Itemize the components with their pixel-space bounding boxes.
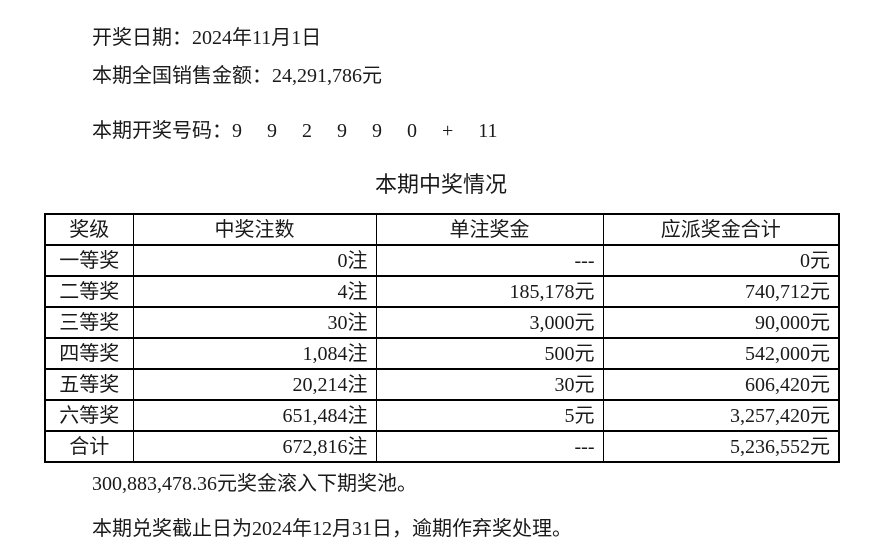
single-prize-cell: 5元 [375, 399, 604, 432]
total-prize-cell: 90,000元 [602, 306, 840, 339]
prize-level-cell: 五等奖 [44, 368, 134, 401]
single-prize-cell: 185,178元 [375, 275, 604, 308]
total-prize-cell: 0元 [602, 244, 840, 277]
winner-count-cell: 0注 [132, 244, 377, 277]
total-prize-cell: 5,236,552元 [602, 430, 840, 463]
single-prize-cell: 500元 [375, 337, 604, 370]
winner-count-cell: 1,084注 [132, 337, 377, 370]
prize-level-cell: 六等奖 [44, 399, 134, 432]
winner-count-cell: 672,816注 [132, 430, 377, 463]
total-prize-cell: 606,420元 [602, 368, 840, 401]
rollover-text: 300,883,478.36元奖金滚入下期奖池。 [92, 473, 417, 495]
column-header-count: 中奖注数 [132, 213, 377, 246]
single-prize-cell: 3,000元 [375, 306, 604, 339]
prize-level-cell: 合计 [44, 430, 134, 463]
winner-count-cell: 651,484注 [132, 399, 377, 432]
single-prize-cell: --- [375, 430, 604, 463]
single-prize-cell: 30元 [375, 368, 604, 401]
prize-level-cell: 四等奖 [44, 337, 134, 370]
sales-amount-text: 本期全国销售金额：24,291,786元 [92, 65, 382, 87]
table-row: 三等奖 30注 3,000元 90,000元 [44, 306, 840, 339]
table-row: 一等奖 0注 --- 0元 [44, 244, 840, 277]
table-row: 二等奖 4注 185,178元 740,712元 [44, 275, 840, 308]
table-row: 六等奖 651,484注 5元 3,257,420元 [44, 399, 840, 432]
table-header-row: 奖级 中奖注数 单注奖金 应派奖金合计 [44, 213, 840, 246]
total-prize-cell: 542,000元 [602, 337, 840, 370]
winner-count-cell: 4注 [132, 275, 377, 308]
column-header-single: 单注奖金 [375, 213, 604, 246]
draw-number-label: 本期开奖号码： [92, 120, 232, 142]
prize-level-cell: 一等奖 [44, 244, 134, 277]
column-header-level: 奖级 [44, 213, 134, 246]
draw-date-text: 开奖日期：2024年11月1日 [92, 27, 322, 49]
single-prize-cell: --- [375, 244, 604, 277]
total-prize-cell: 3,257,420元 [602, 399, 840, 432]
winner-count-cell: 20,214注 [132, 368, 377, 401]
total-prize-cell: 740,712元 [602, 275, 840, 308]
winner-count-cell: 30注 [132, 306, 377, 339]
table-row: 四等奖 1,084注 500元 542,000元 [44, 337, 840, 370]
table-row: 五等奖 20,214注 30元 606,420元 [44, 368, 840, 401]
prize-table-title: 本期中奖情况 [374, 172, 507, 197]
prize-level-cell: 二等奖 [44, 275, 134, 308]
draw-number-row: 本期开奖号码：9 9 2 9 9 0 + 11 [92, 119, 498, 143]
prize-table: 奖级 中奖注数 单注奖金 应派奖金合计 一等奖 0注 --- 0元 二等奖 4注… [44, 213, 840, 463]
prize-level-cell: 三等奖 [44, 306, 134, 339]
draw-number-value: 9 9 2 9 9 0 + 11 [232, 120, 498, 142]
table-row-total: 合计 672,816注 --- 5,236,552元 [44, 430, 840, 463]
column-header-total: 应派奖金合计 [602, 213, 840, 246]
deadline-text: 本期兑奖截止日为2024年12月31日，逾期作弃奖处理。 [92, 518, 572, 540]
